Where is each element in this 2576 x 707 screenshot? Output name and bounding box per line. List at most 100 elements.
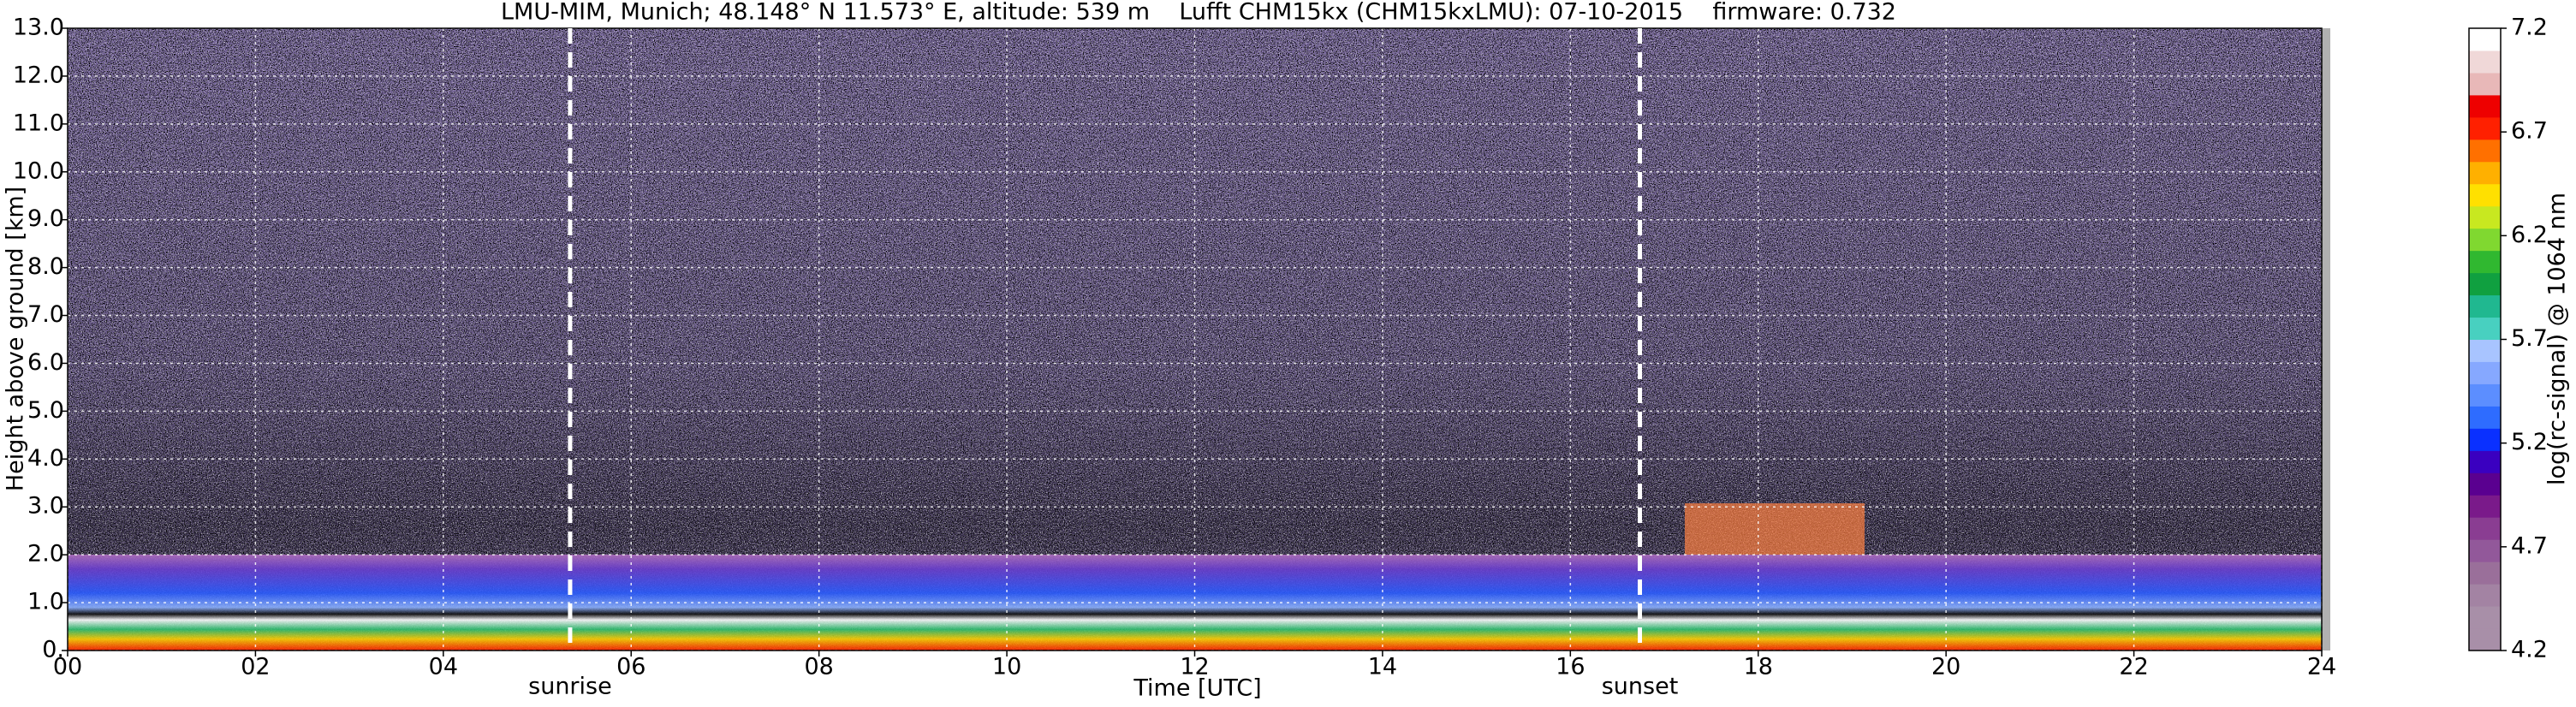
y-tick-label: 4.0 bbox=[27, 445, 64, 472]
x-tick-label: 22 bbox=[2119, 654, 2148, 680]
colorbar-swatches bbox=[2469, 584, 2501, 607]
colorbar-swatch bbox=[2469, 161, 2501, 185]
colorbar-swatch bbox=[2469, 50, 2501, 74]
colorbar-swatches bbox=[2469, 28, 2501, 51]
colorbar-swatches bbox=[2469, 450, 2501, 473]
x-tick-label: 12 bbox=[1180, 654, 1209, 680]
colorbar-swatch bbox=[2469, 361, 2501, 384]
colorbar-swatch bbox=[2469, 205, 2501, 229]
colorbar-swatch bbox=[2469, 272, 2501, 296]
colorbar-swatches bbox=[2469, 72, 2501, 96]
x-tick-label: 18 bbox=[1744, 654, 1773, 680]
y-tick-label: 1.0 bbox=[27, 589, 64, 615]
colorbar-swatch bbox=[2469, 406, 2501, 429]
y-tick-label: 13.0 bbox=[13, 15, 64, 41]
colorbar-tick-label: 7.2 bbox=[2511, 15, 2548, 41]
x-tick-label: 04 bbox=[429, 654, 458, 680]
colorbar-tick-label: 5.2 bbox=[2511, 429, 2548, 455]
plot-edge bbox=[2322, 28, 2330, 651]
colorbar-swatches bbox=[2469, 94, 2501, 118]
y-tick-label: 7.0 bbox=[27, 301, 64, 328]
colorbar-swatches bbox=[2469, 339, 2501, 362]
colorbar-swatches bbox=[2469, 228, 2501, 252]
colorbar-swatches bbox=[2469, 406, 2501, 429]
y-tick-label: 9.0 bbox=[27, 205, 64, 232]
colorbar-swatch bbox=[2469, 561, 2501, 585]
colorbar-swatch bbox=[2469, 383, 2501, 407]
x-tick-label: 06 bbox=[616, 654, 645, 680]
colorbar-swatch bbox=[2469, 139, 2501, 163]
plot-background bbox=[68, 28, 2330, 651]
colorbar-swatches bbox=[2469, 539, 2501, 562]
y-tick-label: 2.0 bbox=[27, 541, 64, 567]
event-label: sunset bbox=[1602, 674, 1679, 700]
x-tick-label: 14 bbox=[1368, 654, 1397, 680]
colorbar-swatch bbox=[2469, 628, 2501, 651]
colorbar-swatch bbox=[2469, 28, 2501, 51]
colorbar-swatch bbox=[2469, 495, 2501, 518]
colorbar-swatches bbox=[2469, 116, 2501, 140]
x-tick-label: 24 bbox=[2307, 654, 2336, 680]
colorbar-label: log(rc-signal) @ 1064 nm bbox=[2544, 193, 2571, 485]
colorbar-swatches bbox=[2469, 628, 2501, 651]
x-tick-label: 10 bbox=[992, 654, 1021, 680]
y-tick-label: 12.0 bbox=[13, 62, 64, 88]
colorbar-swatches bbox=[2469, 428, 2501, 451]
colorbar-swatches bbox=[2469, 183, 2501, 207]
colorbar-swatch bbox=[2469, 606, 2501, 629]
colorbar-swatches bbox=[2469, 250, 2501, 274]
colorbar-swatches bbox=[2469, 517, 2501, 540]
colorbar-swatches bbox=[2469, 317, 2501, 340]
colorbar-swatch bbox=[2469, 339, 2501, 362]
colorbar-tick-label: 6.2 bbox=[2511, 222, 2548, 248]
colorbar-swatch bbox=[2469, 228, 2501, 252]
grid bbox=[67, 27, 2323, 651]
colorbar-swatches bbox=[2469, 161, 2501, 185]
x-tick-label: 02 bbox=[241, 654, 270, 680]
colorbar-swatch bbox=[2469, 72, 2501, 96]
colorbar-swatch bbox=[2469, 183, 2501, 207]
colorbar-swatch bbox=[2469, 317, 2501, 340]
colorbar-swatches bbox=[2469, 50, 2501, 74]
colorbar-tick-label: 4.2 bbox=[2511, 637, 2548, 663]
y-axis-label: Height above ground [km] bbox=[3, 187, 29, 491]
colorbar-swatches bbox=[2469, 294, 2501, 318]
colorbar-swatch bbox=[2469, 539, 2501, 562]
chart-title: LMU-MIM, Munich; 48.148° N 11.573° E, al… bbox=[501, 0, 1896, 26]
colorbar-swatches bbox=[2469, 272, 2501, 296]
colorbar-swatches bbox=[2469, 606, 2501, 629]
colorbar-swatch bbox=[2469, 450, 2501, 473]
colorbar-swatches bbox=[2469, 383, 2501, 407]
colorbar-swatch bbox=[2469, 472, 2501, 496]
colorbar-swatch bbox=[2469, 294, 2501, 318]
colorbar-swatch bbox=[2469, 116, 2501, 140]
colorbar-swatch bbox=[2469, 94, 2501, 118]
colorbar-tick-label: 6.7 bbox=[2511, 118, 2548, 145]
x-tick-label: 16 bbox=[1556, 654, 1585, 680]
x-tick-label: 08 bbox=[804, 654, 833, 680]
y-tick-label: 0. bbox=[42, 637, 64, 663]
colorbar-swatch bbox=[2469, 250, 2501, 274]
x-tick-label: 20 bbox=[1931, 654, 1960, 680]
x-tick-label: 00 bbox=[53, 654, 82, 680]
colorbar-swatch bbox=[2469, 428, 2501, 451]
colorbar-swatches bbox=[2469, 472, 2501, 496]
y-tick-label: 3.0 bbox=[27, 493, 64, 520]
y-tick-label: 5.0 bbox=[27, 397, 64, 424]
y-tick-label: 10.0 bbox=[13, 157, 64, 184]
colorbar-swatches bbox=[2469, 139, 2501, 163]
aerosol-layer bbox=[1685, 503, 1865, 555]
y-tick-label: 6.0 bbox=[27, 349, 64, 376]
colorbar-tick-label: 4.7 bbox=[2511, 532, 2548, 559]
colorbar-swatches bbox=[2469, 205, 2501, 229]
colorbar-swatches bbox=[2469, 561, 2501, 585]
x-axis-label: Time [UTC] bbox=[1133, 675, 1261, 702]
colorbar-swatch bbox=[2469, 584, 2501, 607]
colorbar-swatch bbox=[2469, 517, 2501, 540]
y-tick-label: 11.0 bbox=[13, 110, 64, 136]
colorbar-tick-label: 5.7 bbox=[2511, 325, 2548, 352]
colorbar-swatches bbox=[2469, 361, 2501, 384]
y-tick-label: 8.0 bbox=[27, 253, 64, 280]
event-label: sunrise bbox=[528, 674, 612, 700]
